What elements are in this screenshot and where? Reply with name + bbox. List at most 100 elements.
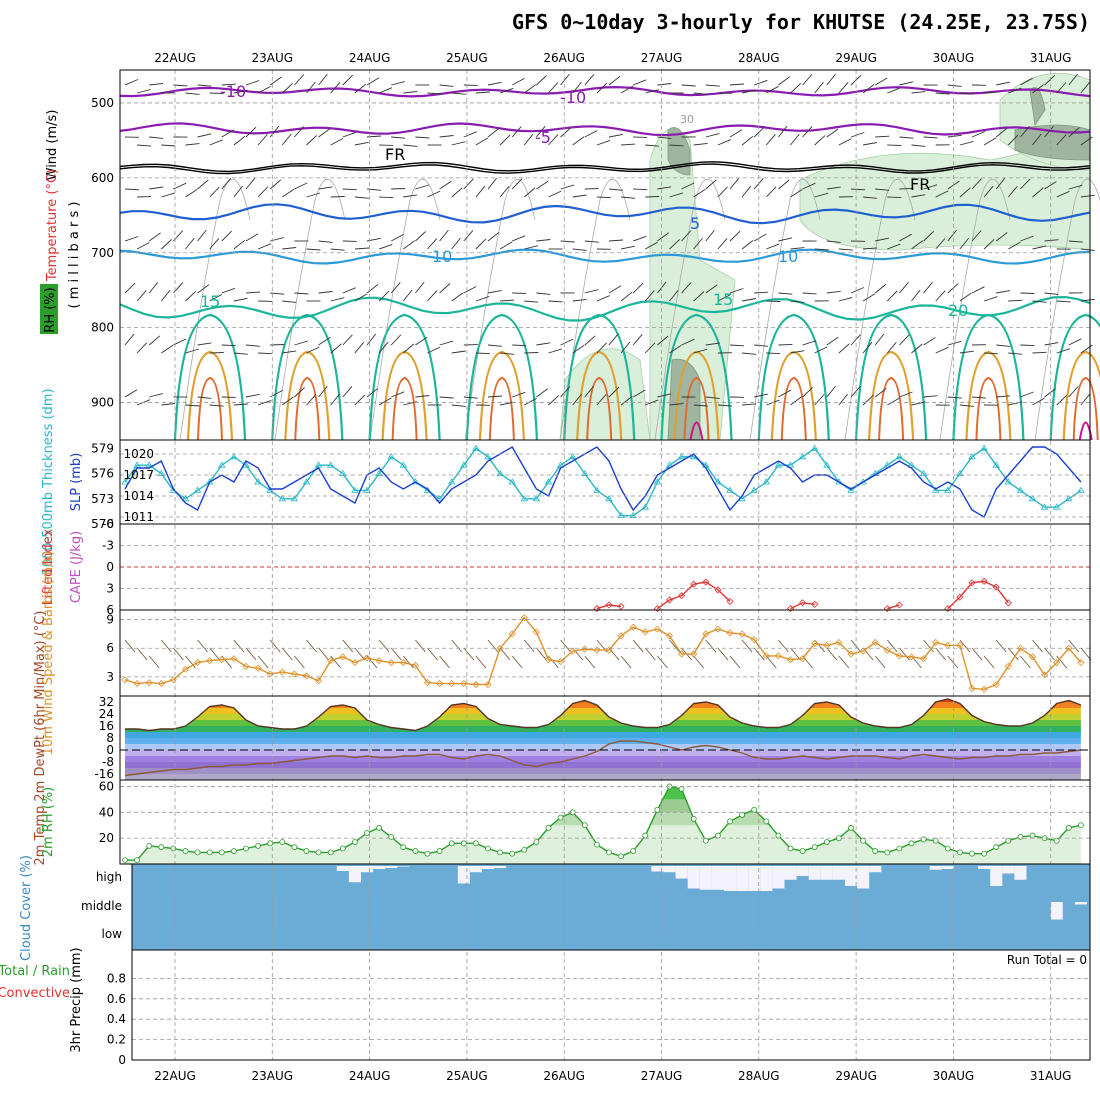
temp-band	[125, 768, 1081, 774]
thickness-line-marker	[931, 486, 940, 493]
wind10m-barb	[415, 639, 426, 653]
wind-barb	[742, 352, 757, 355]
wind10m-barb	[886, 639, 898, 653]
wind10m-barb	[197, 639, 208, 653]
wind-barb	[403, 343, 415, 354]
y-tick-wind: 6	[106, 641, 114, 655]
wind-barb	[487, 289, 502, 294]
wind-barb	[802, 386, 814, 398]
thickness-line-marker	[1016, 486, 1025, 493]
wind-barb	[548, 190, 562, 198]
wind-barb	[608, 239, 624, 242]
wind-barb	[995, 232, 1008, 242]
x-tick-top: 29AUG	[835, 51, 877, 65]
rh2m-line-marker	[158, 844, 165, 851]
y-tick-temp: 0	[106, 743, 114, 757]
lifted-index-line-marker	[726, 597, 734, 605]
wind-barb	[632, 334, 643, 346]
rh2m-line-marker	[896, 845, 903, 852]
y-tick-temp: -16	[94, 767, 114, 781]
wind-barb	[983, 296, 998, 302]
wind-barb	[947, 229, 957, 242]
contour-30-loop	[780, 376, 807, 441]
wind-barb	[669, 345, 682, 354]
thickness-line-marker	[714, 478, 722, 485]
wind-barb	[524, 352, 539, 354]
wind-barb	[391, 81, 405, 86]
wind-barb	[645, 89, 660, 94]
wind-barb	[560, 127, 572, 138]
y-tick-lifted: 3	[106, 582, 114, 596]
run-total: Run Total = 0	[1007, 953, 1087, 967]
wind-barb	[899, 334, 910, 346]
wind-barb	[257, 134, 268, 146]
wind10m-line	[124, 616, 1082, 691]
wind-barb	[500, 299, 515, 302]
wind-barb	[354, 394, 366, 406]
wind10m-barb	[233, 639, 245, 653]
wind-barb	[197, 84, 212, 87]
thickness-line-marker	[326, 461, 335, 468]
rh2m-line-marker	[581, 822, 588, 829]
wind-barb	[209, 139, 223, 146]
wind-barb	[197, 396, 212, 399]
wind-barb	[161, 192, 175, 198]
ylabel-temp2m: 2m Temp 2m DewPt (6hr Min/Max) (°C)	[33, 611, 48, 866]
wind10m-line-marker	[411, 661, 419, 669]
y-tick-slp: 1020	[123, 447, 154, 461]
wind-barb	[874, 388, 887, 398]
wind-barb	[511, 178, 523, 190]
rh2m-line-marker	[509, 850, 516, 857]
wind-barb	[814, 394, 825, 406]
slp-line	[124, 446, 1082, 518]
rh2m-line-marker	[1053, 837, 1060, 844]
y-tick-temp: 8	[106, 731, 114, 745]
rh-contour	[749, 178, 821, 441]
thickness-line-marker	[629, 511, 637, 518]
wind-barb	[959, 140, 974, 146]
wind-barb	[378, 87, 393, 94]
wind-barb	[572, 393, 582, 406]
wind10m-barb	[318, 647, 329, 661]
wind10m-barb	[560, 639, 571, 653]
wind10m-line-marker	[1053, 658, 1061, 667]
wind-barb	[572, 136, 585, 146]
wind-barb	[1007, 134, 1019, 146]
cloud-high-gap	[772, 866, 785, 889]
contour-25-loop	[770, 350, 817, 441]
contour-30-loop	[586, 376, 613, 441]
wind10m-line-marker	[847, 650, 855, 658]
wind10m-line-marker	[811, 639, 819, 648]
wind-barb	[923, 184, 938, 190]
wind-barb	[463, 230, 474, 242]
wind-barb	[233, 185, 243, 198]
wind-barb	[282, 396, 294, 406]
wind-barb	[294, 126, 305, 138]
cloud-high-gap	[711, 866, 724, 890]
wind-barb	[439, 180, 452, 190]
rh2m-line-marker	[424, 850, 431, 857]
lifted-index-line-marker	[786, 605, 795, 613]
cloud-high-gap	[482, 866, 495, 869]
wind10m-barb	[487, 639, 499, 653]
rh-contour	[939, 178, 1011, 441]
wind-barb	[536, 292, 551, 295]
wind-barb	[923, 136, 938, 139]
ylabel-wind: Wind (m/s)	[45, 110, 60, 181]
wind-barb	[753, 126, 765, 138]
wind-barb	[403, 144, 418, 147]
wind-barb	[754, 393, 768, 398]
thickness-line-marker	[1077, 486, 1085, 493]
wind-barb	[596, 82, 608, 94]
y-tick-cloud: middle	[81, 899, 122, 913]
rh2m-line-marker	[1017, 833, 1024, 840]
wind10m-barb	[402, 655, 414, 669]
wind10m-barb	[971, 647, 983, 661]
wind-barb	[947, 340, 962, 346]
wind-barb	[644, 342, 656, 354]
wind10m-line-marker	[835, 638, 843, 647]
wind-barb	[378, 243, 393, 250]
wind-barb	[996, 395, 1011, 398]
wind-barb	[669, 192, 684, 198]
wind-barb	[875, 188, 890, 191]
